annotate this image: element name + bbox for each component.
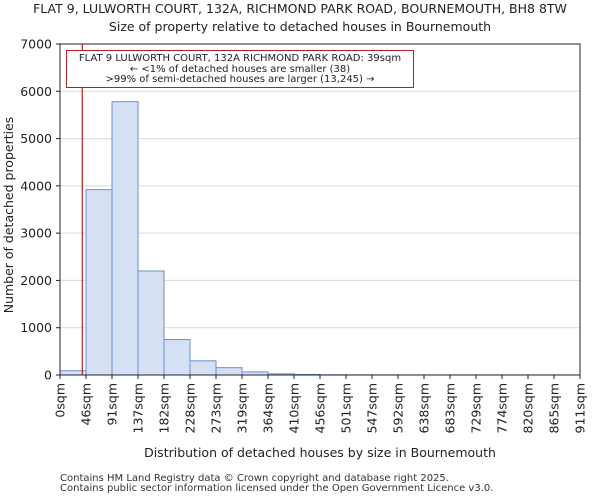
bar xyxy=(215,367,243,376)
y-tick-label: 5000 xyxy=(20,131,52,146)
x-tick-label: 501sqm xyxy=(339,383,354,433)
x-tick-label: 182sqm xyxy=(157,383,172,433)
y-tick-label: 2000 xyxy=(20,273,52,288)
y-tick-label: 7000 xyxy=(20,37,52,52)
y-axis-label: Number of detached properties xyxy=(1,117,16,314)
x-tick-label: 638sqm xyxy=(417,383,432,433)
bar xyxy=(111,101,139,376)
chart-title-line1: FLAT 9, LULWORTH COURT, 132A, RICHMOND P… xyxy=(33,1,567,16)
x-tick-label: 228sqm xyxy=(183,383,198,433)
x-tick-label: 547sqm xyxy=(365,383,380,433)
x-tick-label: 774sqm xyxy=(495,383,510,433)
plot-frame xyxy=(59,43,581,376)
annotation-line3: >99% of semi-detached houses are larger … xyxy=(105,74,375,85)
annotation-line2: ← <1% of detached houses are smaller (38… xyxy=(129,63,351,75)
y-tick-label: 0 xyxy=(44,368,52,383)
bar xyxy=(163,339,191,376)
x-tick-label: 273sqm xyxy=(209,383,224,433)
y-tick-label: 3000 xyxy=(20,226,52,241)
y-axis: 0 1000 2000 3000 4000 5000 6000 7000 xyxy=(20,37,60,383)
x-tick-label: 364sqm xyxy=(261,383,276,433)
footer-line2: Contains public sector information licen… xyxy=(60,483,494,494)
x-tick-label: 456sqm xyxy=(313,383,328,433)
y-tick-label: 6000 xyxy=(20,84,52,99)
bar xyxy=(85,189,113,376)
x-tick-label: 410sqm xyxy=(287,383,302,433)
annotation-line1: FLAT 9 LULWORTH COURT, 132A RICHMOND PAR… xyxy=(78,53,402,64)
bar xyxy=(189,360,217,376)
x-tick-label: 319sqm xyxy=(235,383,250,433)
bar xyxy=(137,270,165,376)
bars xyxy=(59,101,581,376)
footer-line1: Contains HM Land Registry data © Crown c… xyxy=(60,473,449,484)
x-tick-label: 0sqm xyxy=(53,383,68,418)
x-tick-label: 820sqm xyxy=(521,383,536,433)
x-tick-label: 911sqm xyxy=(573,383,588,433)
x-tick-label: 46sqm xyxy=(79,383,94,426)
x-tick-label: 91sqm xyxy=(105,383,120,426)
annotation-box: FLAT 9 LULWORTH COURT, 132A RICHMOND PAR… xyxy=(66,50,414,88)
x-tick-label: 729sqm xyxy=(469,383,484,433)
x-tick-label: 683sqm xyxy=(443,383,458,433)
y-tick-label: 1000 xyxy=(20,320,52,335)
x-tick-label: 865sqm xyxy=(547,383,562,433)
chart-title-line2: Size of property relative to detached ho… xyxy=(108,19,492,34)
x-tick-label: 137sqm xyxy=(131,383,146,433)
y-tick-label: 4000 xyxy=(20,178,52,193)
x-axis: 0sqm 46sqm 91sqm 137sqm 182sqm 228sqm 273sqm 31… xyxy=(53,375,588,433)
x-tick-label: 592sqm xyxy=(391,383,406,433)
x-axis-label: Distribution of detached houses by size … xyxy=(144,445,496,460)
